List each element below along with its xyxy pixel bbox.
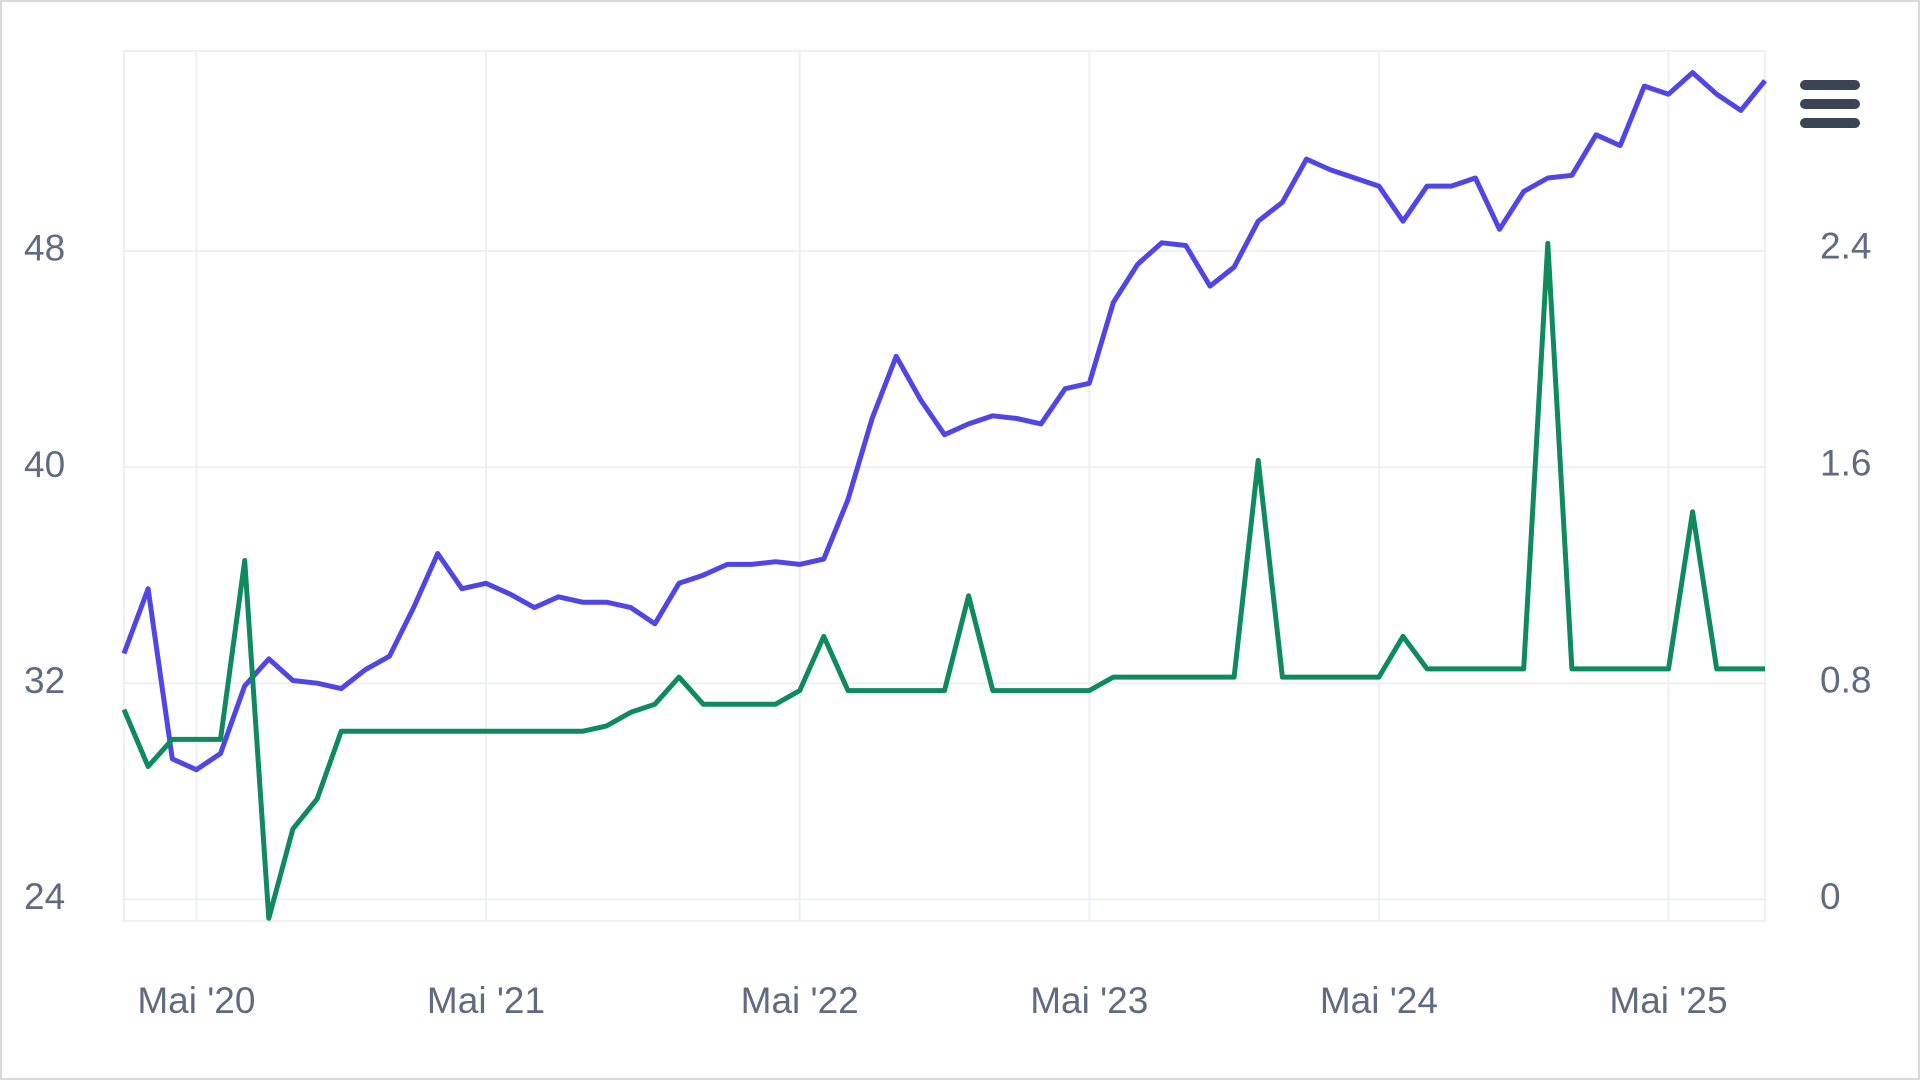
x-tick-label: Mai '20 [137,980,255,1021]
x-tick-label: Mai '21 [427,980,545,1021]
menu-bar [1800,99,1860,109]
x-tick-label: Mai '24 [1320,980,1438,1021]
y-tick-label: 24 [24,876,65,917]
y-tick-label: 32 [24,660,65,701]
series-line [121,70,1767,773]
y2-tick-label: 0 [1820,876,1841,917]
y2-tick-label: 1.6 [1820,442,1871,483]
x-tick-label: Mai '23 [1030,980,1148,1021]
menu-bar [1800,118,1860,128]
y2-tick-label: 2.4 [1820,226,1871,267]
y2-tick-label: 0.8 [1820,659,1871,700]
x-tick-label: Mai '22 [741,980,859,1021]
y-tick-label: 40 [24,444,65,485]
plot-area [123,50,1766,922]
menu-bar [1800,80,1860,90]
menu-button[interactable] [1800,80,1860,128]
y-tick-label: 48 [24,228,65,269]
series-line [121,240,1765,921]
x-tick-label: Mai '25 [1609,980,1727,1021]
